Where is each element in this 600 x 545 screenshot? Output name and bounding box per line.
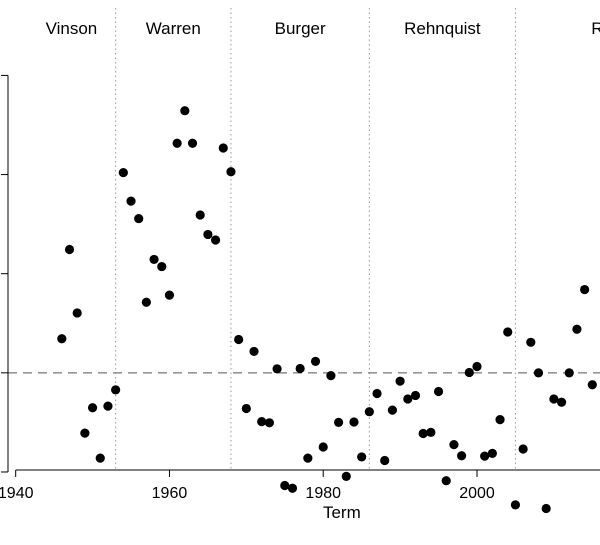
data-point [533,368,544,378]
data-point [364,407,374,417]
data-point [410,390,421,401]
data-point [249,346,259,357]
data-point [441,476,451,486]
data-point [326,371,336,381]
data-point [380,455,390,466]
x-axis-title: Term [323,503,361,522]
data-point [395,376,405,386]
data-point [510,500,521,510]
x-axis-ticks: 1940 1960 1980 2000 [0,470,495,502]
data-point [218,143,228,153]
data-point [195,210,205,220]
data-point [587,380,597,390]
data-point [387,405,398,415]
data-point [149,254,159,265]
data-point [272,364,282,374]
data-point [126,196,136,206]
era-divider-lines [115,8,516,470]
data-point [457,451,467,461]
data-point [103,401,113,411]
data-point [95,453,105,463]
data-point [518,444,528,454]
data-point [257,417,267,427]
data-point [564,368,574,378]
era-label-vinson: Vinson [46,19,98,38]
data-point [210,235,221,245]
data-point [449,440,459,450]
era-label-burger: Burger [275,19,326,38]
data-point [580,284,590,295]
data-point [118,167,128,178]
data-point [164,290,175,300]
data-point [134,213,144,224]
data-point [433,386,444,397]
data-point [234,334,244,345]
data-point [426,427,436,437]
data-point [111,385,121,395]
x-tick-label-1: 1960 [152,485,188,502]
data-point [141,297,151,307]
data-point [349,417,359,427]
era-labels: Vinson Warren Burger Rehnquist Robe [46,19,600,38]
data-point [495,415,505,425]
era-label-robe: Robe [591,19,600,38]
data-point [64,244,75,255]
data-point [549,394,559,404]
data-point [487,448,497,458]
data-point [464,367,474,378]
data-point [310,356,321,366]
data-point [357,452,367,462]
data-point [472,361,482,372]
data-point [87,403,98,413]
data-point [556,397,567,407]
data-point [287,483,298,493]
data-point [280,480,290,491]
data-point [526,337,536,347]
data-point [572,324,582,334]
data-point [418,428,428,439]
y-axis-ticks [1,74,8,473]
data-point [72,308,82,318]
data-point [80,428,90,438]
axes [7,75,600,472]
data-point [541,503,551,514]
data-point [503,327,513,337]
era-label-rehnquist: Rehnquist [404,19,481,38]
x-tick-label-0: 1940 [0,485,34,502]
data-points [57,106,597,514]
data-point [318,442,328,452]
x-tick-label-2: 1980 [305,485,341,502]
data-point [372,388,382,399]
data-point [295,363,305,374]
data-point [172,138,182,148]
data-point [203,229,213,240]
data-point [264,418,275,428]
x-tick-label-3: 2000 [459,485,495,502]
data-point [57,334,67,344]
era-label-warren: Warren [146,19,201,38]
data-point [180,106,190,116]
data-point [303,453,313,463]
data-point [403,394,413,404]
data-point [187,138,198,148]
data-point [157,261,167,272]
data-point [333,417,344,428]
data-point [341,471,351,481]
data-point [226,167,236,177]
data-point [480,451,490,461]
data-point [241,403,251,414]
